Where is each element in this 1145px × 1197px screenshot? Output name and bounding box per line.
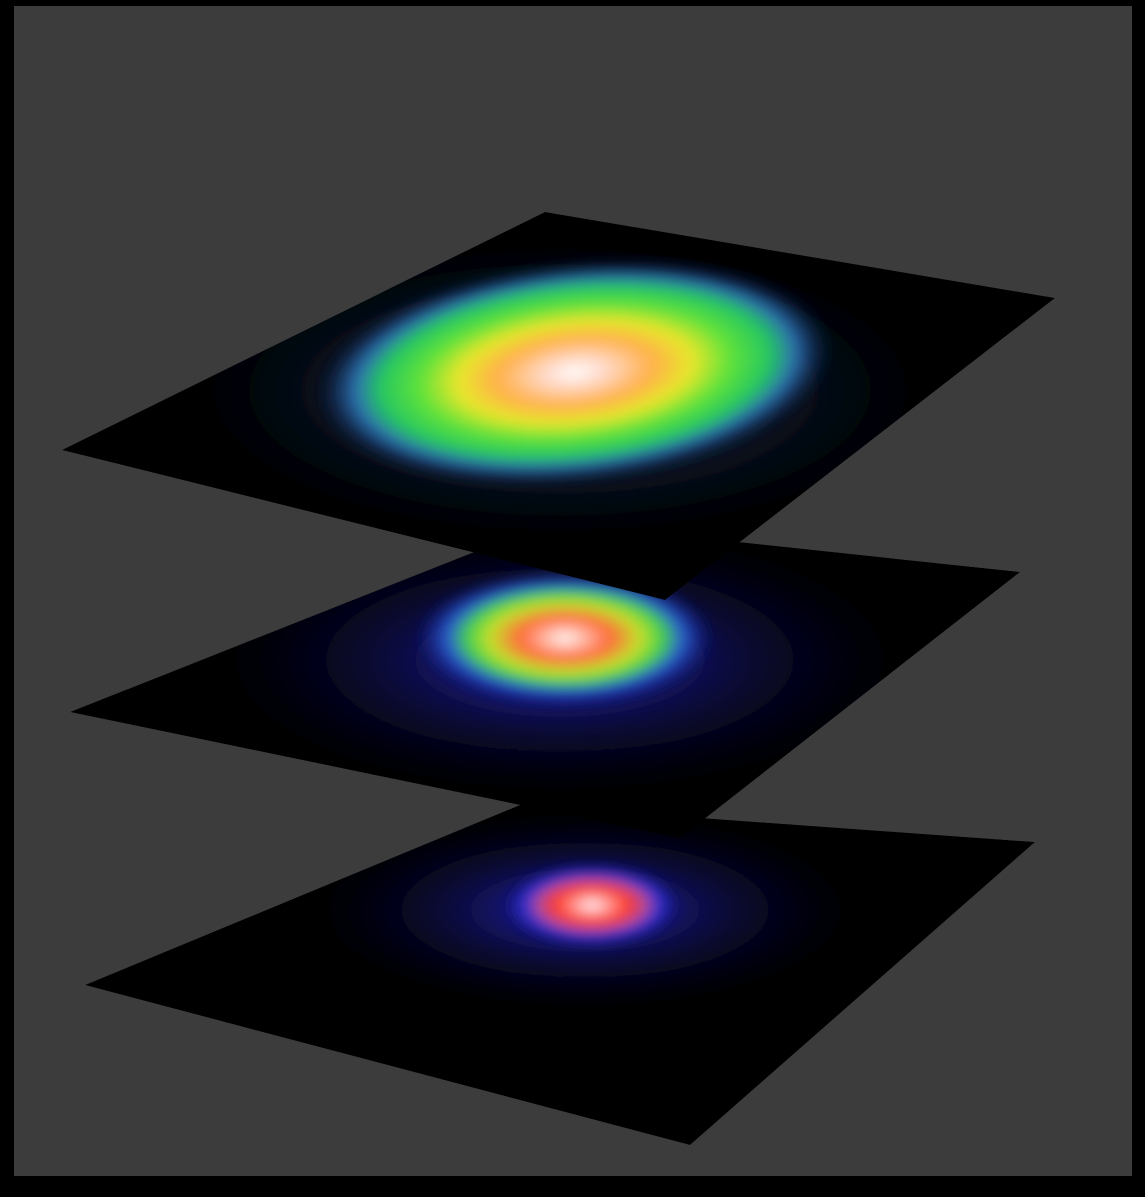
bottom-layer xyxy=(85,805,1035,1145)
